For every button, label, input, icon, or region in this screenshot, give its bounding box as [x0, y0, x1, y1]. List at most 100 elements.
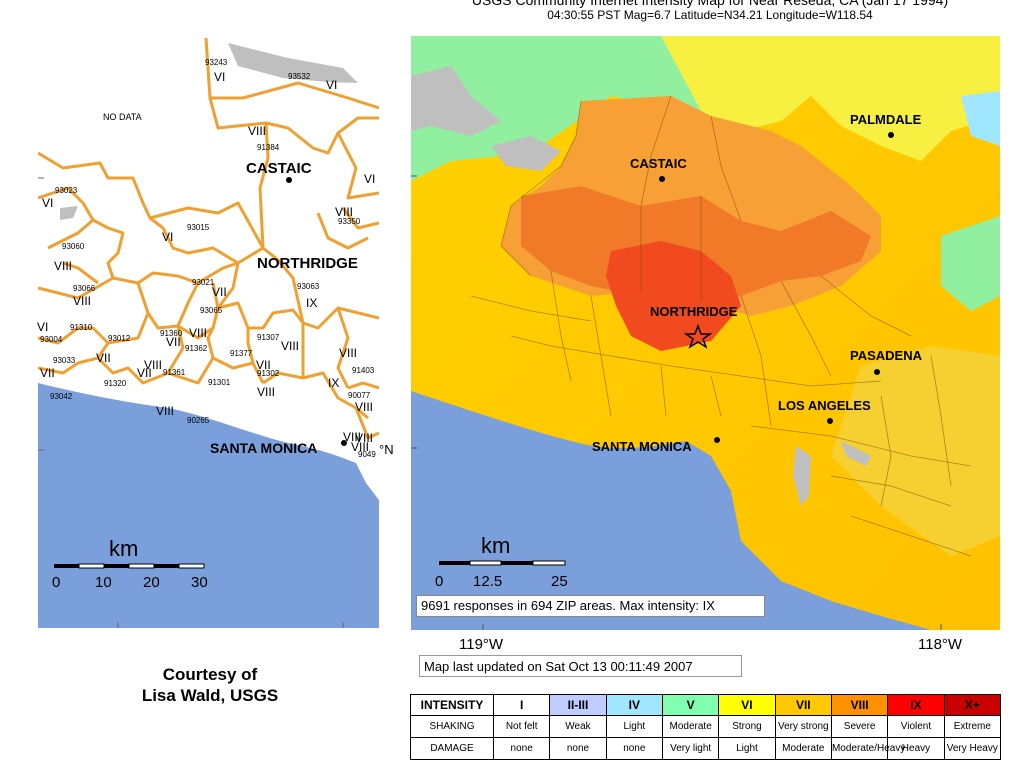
zip-label: 91361 — [163, 368, 186, 377]
legend-shaking-cell: Weak — [549, 715, 607, 738]
gray-patch — [60, 206, 78, 220]
intensity-label: VIII — [144, 358, 163, 372]
intensity-label: VIII — [351, 440, 370, 454]
legend-damage-cell: Very light — [661, 737, 720, 760]
intensity-label: VI — [326, 78, 338, 92]
legend-damage-cell: Light — [718, 737, 776, 760]
zip-label: 93243 — [205, 58, 228, 67]
city-dot-icon — [659, 176, 665, 182]
intensity-legend: INTENSITY I II-III IV V VI VII VIII IX X+ SHAKIN… — [410, 694, 1002, 760]
legend-intensity-cell: IV — [605, 694, 663, 716]
lon-label-118: 118°W — [918, 636, 963, 653]
credit-line-2: Lisa Wald, USGS — [141, 686, 279, 705]
right-scale-unit: km — [481, 533, 511, 558]
legend-shaking-cell: Not felt — [492, 715, 551, 738]
zip-label: 93060 — [62, 242, 85, 251]
zip-label: 93021 — [192, 278, 215, 287]
legend-intensity-cell: II-III — [549, 694, 607, 716]
right-intensity-map — [411, 36, 1000, 630]
zone-vi — [831, 346, 1000, 556]
intensity-label: VIII — [335, 205, 354, 219]
legend-intensity-row: INTENSITY I II-III IV V VI VII VIII IX X+ — [410, 694, 1002, 716]
intensity-label: VIII — [54, 259, 73, 273]
scale-tick-label: 30 — [191, 574, 208, 591]
zip-label: 91384 — [257, 143, 280, 152]
zip-label: 90077 — [348, 391, 371, 400]
last-updated-text: Map last updated on Sat Oct 13 00:11:49 … — [419, 655, 742, 677]
scale-tick-label: 10 — [95, 574, 112, 591]
zip-label: 91307 — [257, 333, 280, 342]
right-scale-bar: km 0 12.5 25 — [431, 533, 581, 591]
intensity-label: IX — [328, 376, 340, 390]
legend-shaking-cell: Strong — [718, 715, 776, 738]
legend-damage-cell: none — [605, 737, 663, 760]
credit-block: Courtesy of Lisa Wald, USGS — [118, 664, 302, 706]
legend-shaking-cell: Light — [605, 715, 663, 738]
legend-row-label: INTENSITY — [410, 694, 494, 716]
zip-label: 91310 — [70, 323, 93, 332]
responses-box: 9691 responses in 694 ZIP areas. Max int… — [416, 595, 765, 617]
legend-intensity-cell: IX — [887, 694, 945, 716]
scale-tick-label: 25 — [551, 573, 568, 590]
city-dot-icon — [874, 369, 880, 375]
zip-label: 91302 — [257, 369, 280, 378]
zip-label: 93532 — [288, 72, 311, 81]
scale-tick-label: 0 — [435, 573, 444, 590]
zip-label: 91360 — [160, 329, 183, 338]
place-label: SANTA MONICA — [210, 440, 318, 456]
legend-damage-cell: none — [549, 737, 607, 760]
city-dot-icon — [341, 440, 347, 446]
place-label: PALMDALE — [850, 112, 922, 127]
intensity-label: VI — [42, 196, 54, 210]
intensity-label: VIII — [189, 326, 208, 340]
intensity-label: VIII — [248, 124, 267, 138]
legend-shaking-cell: Violent — [887, 715, 945, 738]
latitude-edge-label: °N — [379, 442, 394, 457]
city-dot-icon — [827, 418, 833, 424]
intensity-label: VIII — [355, 400, 374, 414]
intensity-label: VIII — [339, 346, 358, 360]
zip-label: 91403 — [352, 366, 375, 375]
map-subtitle: 04:30:55 PST Mag=6.7 Latitude=N34.21 Lon… — [547, 8, 873, 22]
place-label: CASTAIC — [630, 156, 687, 171]
legend-damage-cell: Moderate/Heavy — [830, 737, 905, 760]
gray-patch — [228, 43, 358, 83]
intensity-label: VIII — [257, 385, 276, 399]
gray-hills — [411, 66, 501, 136]
place-label: SANTA MONICA — [592, 439, 692, 454]
legend-intensity-cell: X+ — [943, 694, 1002, 716]
credit-line-1: Courtesy of — [162, 665, 258, 684]
place-label: NORTHRIDGE — [650, 304, 738, 319]
legend-row-label: DAMAGE — [410, 737, 494, 760]
legend-shaking-row: SHAKING Not felt Weak Light Moderate Strong V… — [410, 715, 1002, 738]
legend-shaking-cell: Severe — [830, 715, 889, 738]
intensity-label: VIII — [281, 339, 300, 353]
city-dot-icon — [888, 132, 894, 138]
zip-label: 90265 — [187, 416, 210, 425]
legend-damage-cell: Very Heavy — [943, 737, 1002, 760]
zip-label: 93350 — [338, 217, 361, 226]
intensity-label: VI — [37, 320, 49, 334]
epicenter-star-icon — [683, 323, 713, 349]
intensity-label: VI — [214, 70, 226, 84]
legend-intensity-cell: VII — [774, 694, 832, 716]
legend-intensity-cell: VIII — [830, 694, 889, 716]
zip-label: 93042 — [50, 392, 73, 401]
intensity-label: VIII — [343, 430, 362, 444]
legend-damage-row: DAMAGE none none none Very light Light Modera… — [410, 737, 1002, 760]
intensity-label: VIII — [73, 294, 92, 308]
zip-label: 93065 — [200, 306, 223, 315]
city-dot-icon — [286, 177, 292, 183]
zip-label: 93023 — [55, 186, 78, 195]
intensity-label: VII — [256, 358, 271, 372]
intensity-label: VII — [40, 366, 55, 380]
place-label: CASTAIC — [246, 160, 312, 177]
zip-label: 93012 — [108, 334, 131, 343]
legend-damage-cell: Moderate — [774, 737, 832, 760]
zip-label: 93004 — [40, 335, 63, 344]
intensity-label: VIII — [156, 404, 175, 418]
city-dot-icon — [714, 437, 720, 443]
zip-label: 91362 — [185, 344, 208, 353]
intensity-label: VI — [162, 230, 174, 244]
legend-damage-cell: none — [492, 737, 551, 760]
